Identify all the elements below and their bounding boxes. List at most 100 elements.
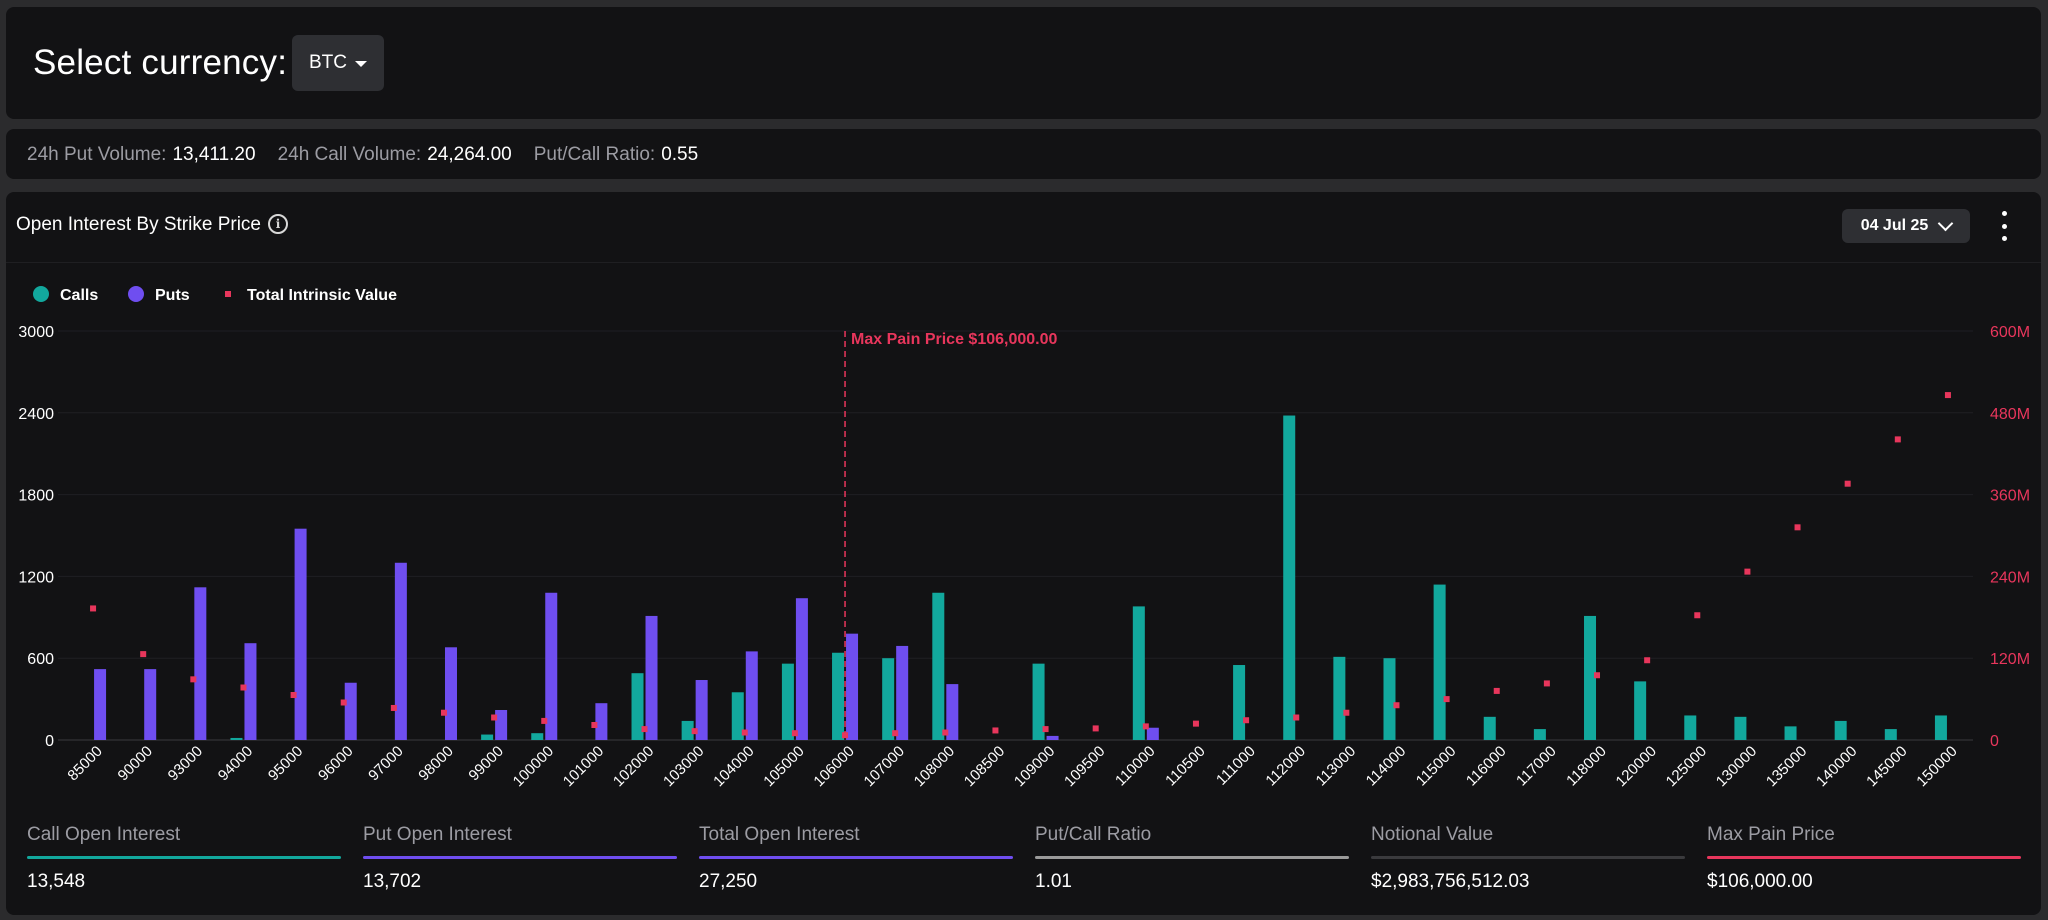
summary-total-open-interest: Total Open Interest 27,250: [699, 824, 1013, 893]
intrinsic-value-point: [1343, 709, 1350, 716]
x-tick-label: 109500: [1061, 743, 1108, 790]
x-tick-label: 96000: [315, 743, 357, 785]
put-bar: [294, 528, 307, 740]
x-tick-label: 145000: [1863, 743, 1910, 790]
info-icon[interactable]: i: [268, 214, 288, 234]
put-bar: [394, 562, 407, 740]
x-tick-label: 103000: [660, 743, 707, 790]
intrinsic-value-point: [1744, 568, 1751, 575]
call-bar: [1233, 665, 1246, 740]
call-bar: [832, 652, 845, 740]
call-bar: [932, 592, 945, 740]
select-currency-label: Select currency:: [33, 43, 288, 82]
expiry-dropdown[interactable]: 04 Jul 25: [1842, 209, 1970, 243]
put-bar: [144, 669, 157, 740]
intrinsic-value-point: [1594, 672, 1601, 679]
call-bar: [1333, 656, 1346, 740]
y-left-tick-label: 1800: [18, 488, 54, 505]
call-bar: [1884, 729, 1897, 740]
intrinsic-value-point: [641, 726, 648, 733]
y-right-tick-label: 120M: [1990, 651, 2030, 668]
intrinsic-value-point: [1243, 717, 1250, 724]
summary-max-pain-price: Max Pain Price $106,000.00: [1707, 824, 2021, 893]
intrinsic-value-point: [1092, 725, 1099, 732]
open-interest-chart: Calls Puts Total Intrinsic Value 3000 600M 24…: [18, 286, 2030, 790]
caret-down-icon: [355, 61, 367, 67]
x-tick-label: 150000: [1913, 743, 1960, 790]
call-bar: [1032, 663, 1045, 740]
x-tick-label: 140000: [1813, 743, 1860, 790]
x-tick-label: 107000: [861, 743, 908, 790]
intrinsic-value-point: [90, 605, 97, 612]
open-interest-panel: Open Interest By Strike Price i 04 Jul 2…: [6, 192, 2041, 915]
x-tick-label: 90000: [115, 743, 157, 785]
y-right-tick-label: 0: [1990, 733, 1999, 750]
legend-label-1: Puts: [155, 287, 190, 304]
call-bar: [1734, 716, 1747, 740]
call-bar: [1634, 681, 1647, 740]
put-bar: [545, 592, 558, 740]
put-bar: [244, 643, 257, 740]
call-bar: [1533, 729, 1546, 740]
header-divider: [6, 262, 2041, 263]
x-tick-label: 98000: [415, 743, 457, 785]
call-bar: [781, 663, 794, 740]
intrinsic-value-point: [1142, 723, 1149, 730]
put-bar: [695, 680, 708, 740]
intrinsic-value-point: [1493, 687, 1500, 694]
intrinsic-value-point: [340, 699, 347, 706]
intrinsic-value-point: [842, 732, 849, 739]
currency-value: BTC: [309, 52, 347, 73]
x-tick-label: 102000: [610, 743, 657, 790]
x-tick-label: 105000: [760, 743, 807, 790]
intrinsic-value-point: [741, 729, 748, 736]
intrinsic-value-point: [491, 714, 498, 721]
put-bar: [795, 598, 808, 740]
put-bar: [595, 703, 608, 740]
x-tick-label: 114000: [1363, 743, 1410, 790]
y-right-tick-label: 240M: [1990, 569, 2030, 586]
put-bar: [1146, 727, 1159, 740]
currency-dropdown[interactable]: BTC: [292, 35, 384, 91]
max-pain-annotation: Max Pain Price $106,000.00: [851, 331, 1057, 348]
intrinsic-value-point: [1944, 392, 1951, 399]
intrinsic-value-point: [240, 684, 247, 691]
call-bar: [1433, 584, 1446, 740]
currency-panel: Select currency: BTC: [6, 7, 2041, 119]
x-tick-label: 85000: [64, 743, 106, 785]
y-left-tick-label: 1200: [18, 569, 54, 586]
x-tick-label: 113000: [1313, 743, 1360, 790]
put-bar: [94, 669, 107, 740]
intrinsic-value-point: [541, 717, 548, 724]
x-tick-label: 101000: [560, 743, 607, 790]
intrinsic-value-point: [892, 730, 899, 737]
x-tick-label: 100000: [510, 743, 557, 790]
summary-put-call-ratio: Put/Call Ratio 1.01: [1035, 824, 1349, 893]
vertical-dots-icon[interactable]: [1998, 211, 2010, 241]
intrinsic-value-point: [1443, 696, 1450, 703]
call-bar: [1934, 715, 1947, 740]
intrinsic-value-point: [591, 722, 598, 729]
put-bar: [645, 615, 658, 740]
legend-marker-2: [225, 291, 231, 297]
chart-title: Open Interest By Strike Price: [16, 214, 261, 235]
x-tick-label: 106000: [810, 743, 857, 790]
stat-put-call-ratio: Put/Call Ratio: 0.55: [533, 144, 699, 165]
x-tick-label: 99000: [465, 743, 507, 785]
intrinsic-value-point: [1694, 612, 1701, 619]
x-tick-label: 130000: [1713, 743, 1760, 790]
y-right-tick-label: 360M: [1990, 488, 2030, 505]
call-bar: [1584, 615, 1597, 740]
x-tick-label: 104000: [710, 743, 757, 790]
call-bar: [1283, 415, 1296, 740]
call-bar: [1132, 606, 1145, 740]
expiry-value: 04 Jul 25: [1860, 217, 1929, 234]
intrinsic-value-point: [140, 651, 147, 658]
legend-marker-0: [33, 286, 49, 302]
x-tick-label: 97000: [365, 743, 407, 785]
call-bar: [1383, 658, 1396, 740]
call-bar: [631, 673, 644, 740]
legend-label-2: Total Intrinsic Value: [247, 287, 397, 304]
intrinsic-value-point: [992, 727, 999, 734]
legend-marker-1: [128, 286, 144, 302]
